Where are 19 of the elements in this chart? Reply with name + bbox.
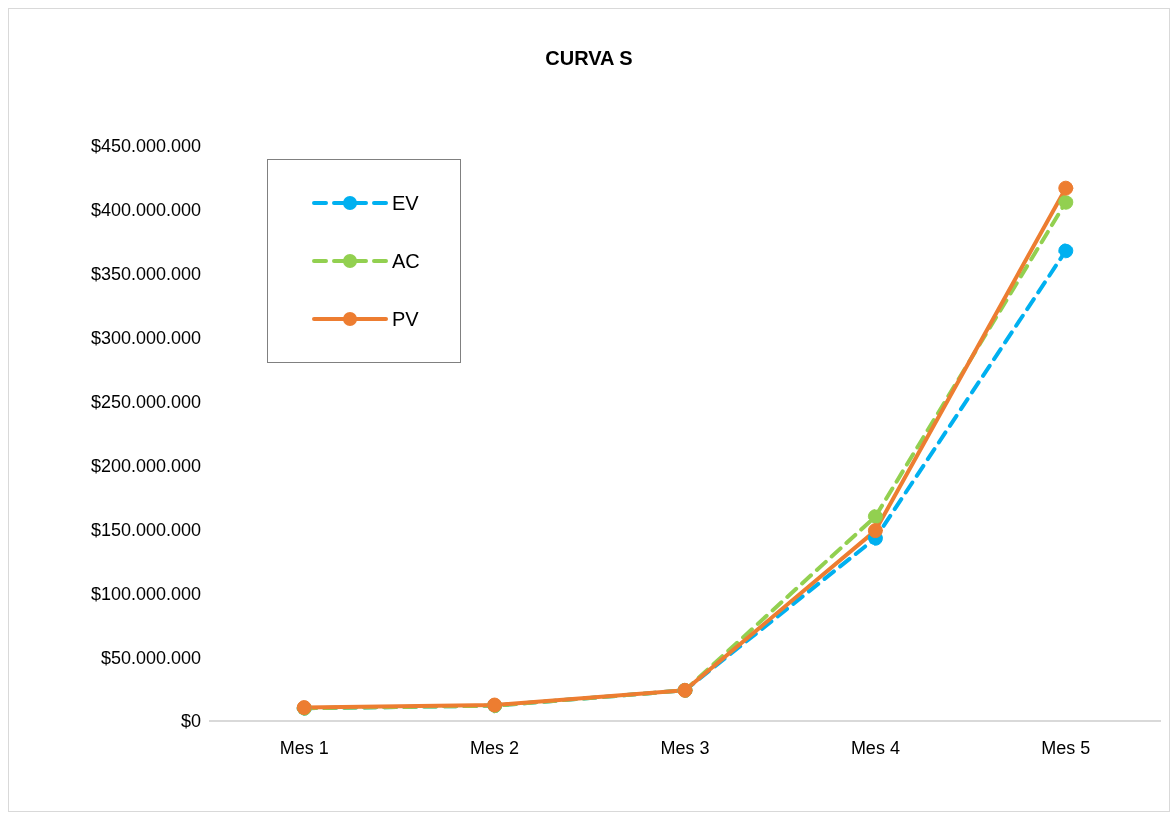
x-tick-label: Mes 1 [279,737,329,758]
y-tick-label: $150.000.000 [90,519,201,540]
y-tick-label: $100.000.000 [90,583,201,604]
y-tick-label: $450.000.000 [90,136,201,157]
y-tick-label: $350.000.000 [90,264,201,285]
legend-label: AC [392,249,420,273]
legend-label: PV [392,307,419,331]
x-tick-label: Mes 5 [1041,737,1091,758]
x-tick-label: Mes 4 [850,737,900,758]
y-tick-label: $300.000.000 [90,328,201,349]
chart-title: CURVA S [544,47,634,70]
x-tick-label: Mes 2 [470,737,520,758]
legend-label: EV [392,191,419,215]
y-tick-label: $50.000.000 [100,647,201,668]
y-tick-label: $200.000.000 [90,455,201,476]
y-tick-label: $400.000.000 [90,200,201,221]
y-tick-label: $0 [180,711,201,732]
x-tick-label: Mes 3 [660,737,710,758]
y-tick-label: $250.000.000 [90,391,201,412]
